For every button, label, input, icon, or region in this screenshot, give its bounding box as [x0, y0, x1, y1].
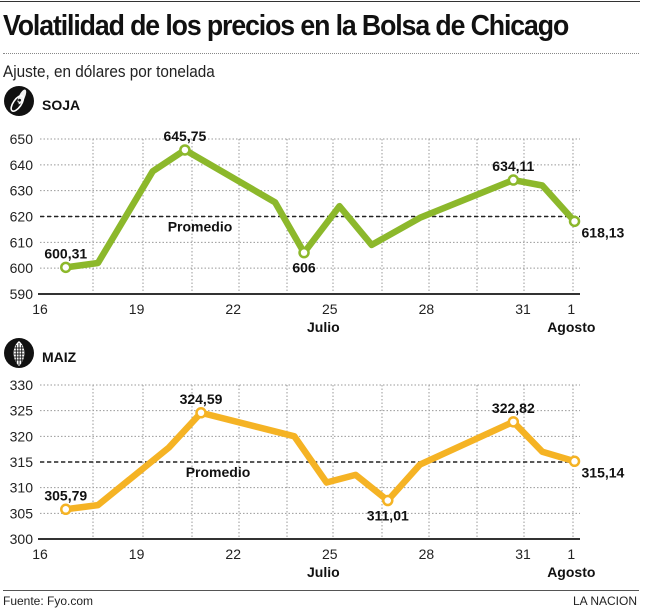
highlight-marker	[60, 503, 72, 516]
y-tick-label: 320	[10, 428, 34, 444]
x-tick-label: 22	[225, 301, 241, 317]
month-label: Agosto	[547, 564, 595, 580]
brand-logo: LA NACION	[572, 594, 637, 608]
y-tick-label: 310	[10, 480, 34, 496]
highlight-marker	[298, 246, 310, 259]
y-tick-label: 640	[10, 157, 34, 173]
month-label: Julio	[307, 564, 340, 580]
data-point	[167, 446, 170, 449]
data-label: 634,11	[492, 158, 534, 174]
data-point	[274, 201, 277, 204]
y-tick-label: 330	[10, 377, 34, 393]
y-tick-label: 315	[10, 454, 34, 470]
footer-rule	[3, 590, 639, 591]
y-tick-label: 590	[10, 286, 34, 302]
data-label: 305,79	[44, 487, 87, 503]
month-label: Agosto	[547, 319, 595, 335]
data-label: 311,01	[367, 508, 409, 524]
corn-icon	[4, 338, 34, 368]
x-tick-label: 19	[129, 546, 145, 562]
highlight-marker	[60, 261, 72, 274]
data-point	[338, 205, 341, 208]
data-point	[370, 243, 373, 246]
x-tick-label: 25	[322, 546, 338, 562]
data-label: 600,31	[44, 245, 87, 261]
y-tick-label: 610	[10, 234, 34, 250]
data-label: 645,75	[163, 128, 206, 144]
data-point	[541, 450, 544, 453]
chart-subtitle: Ajuste, en dólares por tonelada	[3, 62, 215, 81]
data-point	[293, 435, 296, 438]
y-tick-label: 305	[10, 505, 34, 521]
maiz-header: MAIZ	[4, 338, 76, 368]
maiz-chart: 300 305 310 315 320 325 330 16 19 22 25 28 31 1 Julio A…	[10, 377, 625, 580]
soybean-icon	[4, 86, 34, 116]
y-tick-label: 650	[10, 131, 34, 147]
x-tick-label: 16	[32, 546, 48, 562]
title-separator	[3, 53, 639, 54]
highlight-marker	[507, 174, 520, 186]
highlight-marker	[568, 215, 581, 228]
data-point	[418, 463, 421, 466]
series-line	[62, 409, 578, 513]
x-tick-label: 28	[419, 301, 435, 317]
highlight-marker	[568, 455, 581, 468]
data-label: 618,13	[582, 224, 625, 240]
average-label: Promedio	[168, 219, 233, 235]
data-point	[418, 216, 421, 219]
x-tick-label: 16	[32, 301, 48, 317]
chart-title: Volatilidad de los precios en la Bolsa d…	[3, 10, 569, 42]
y-tick-label: 600	[10, 260, 34, 276]
y-tick-label: 630	[10, 183, 34, 199]
x-tick-label: 31	[515, 546, 531, 562]
source-note: Fuente: Fyo.com	[3, 594, 94, 608]
y-tick-label: 620	[10, 209, 34, 225]
data-label: 315,14	[582, 464, 625, 480]
average-label: Promedio	[186, 464, 251, 480]
maiz-label: MAIZ	[42, 349, 77, 365]
x-tick-label: 28	[419, 546, 435, 562]
soja-label: SOJA	[42, 97, 81, 113]
soja-header: SOJA	[4, 86, 80, 116]
data-point	[151, 170, 154, 173]
y-tick-label: 325	[10, 403, 34, 419]
x-tick-label: 31	[515, 301, 531, 317]
highlight-marker	[382, 494, 394, 507]
data-point	[541, 184, 544, 187]
top-rule	[0, 1, 640, 2]
data-point	[96, 504, 99, 507]
data-label: 606	[292, 260, 316, 276]
highlight-marker	[507, 416, 520, 428]
x-tick-label: 25	[322, 301, 338, 317]
x-tick-label: 22	[225, 546, 241, 562]
data-point	[325, 481, 328, 484]
highlight-marker	[179, 144, 191, 156]
x-tick-label: 19	[129, 301, 145, 317]
data-label: 324,59	[180, 391, 223, 407]
data-point	[354, 473, 357, 476]
month-label: Julio	[307, 319, 340, 335]
highlight-marker	[195, 407, 207, 419]
data-label: 322,82	[492, 400, 535, 416]
y-tick-label: 300	[10, 531, 34, 547]
x-tick-label: 1	[567, 546, 575, 562]
data-point	[96, 262, 99, 264]
x-tick-label: 1	[567, 301, 575, 317]
soja-chart: 590 600 610 620 630 640 650 16 19 22 25 28 31 1 Julio A…	[10, 128, 625, 335]
